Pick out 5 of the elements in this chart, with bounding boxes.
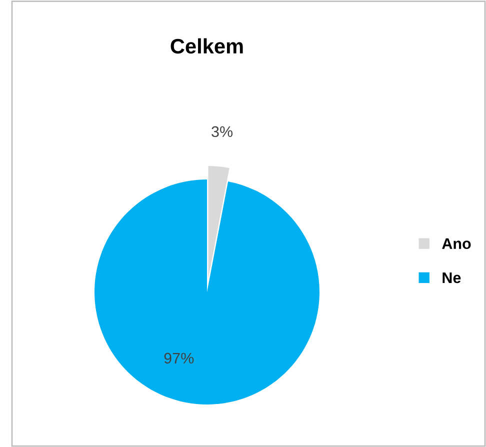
- legend-label: Ne: [442, 272, 461, 284]
- data-label: 3%: [212, 126, 233, 138]
- data-label: 97%: [164, 352, 194, 364]
- legend-label: Ano: [442, 238, 471, 250]
- chart-title: Celkem: [170, 38, 243, 54]
